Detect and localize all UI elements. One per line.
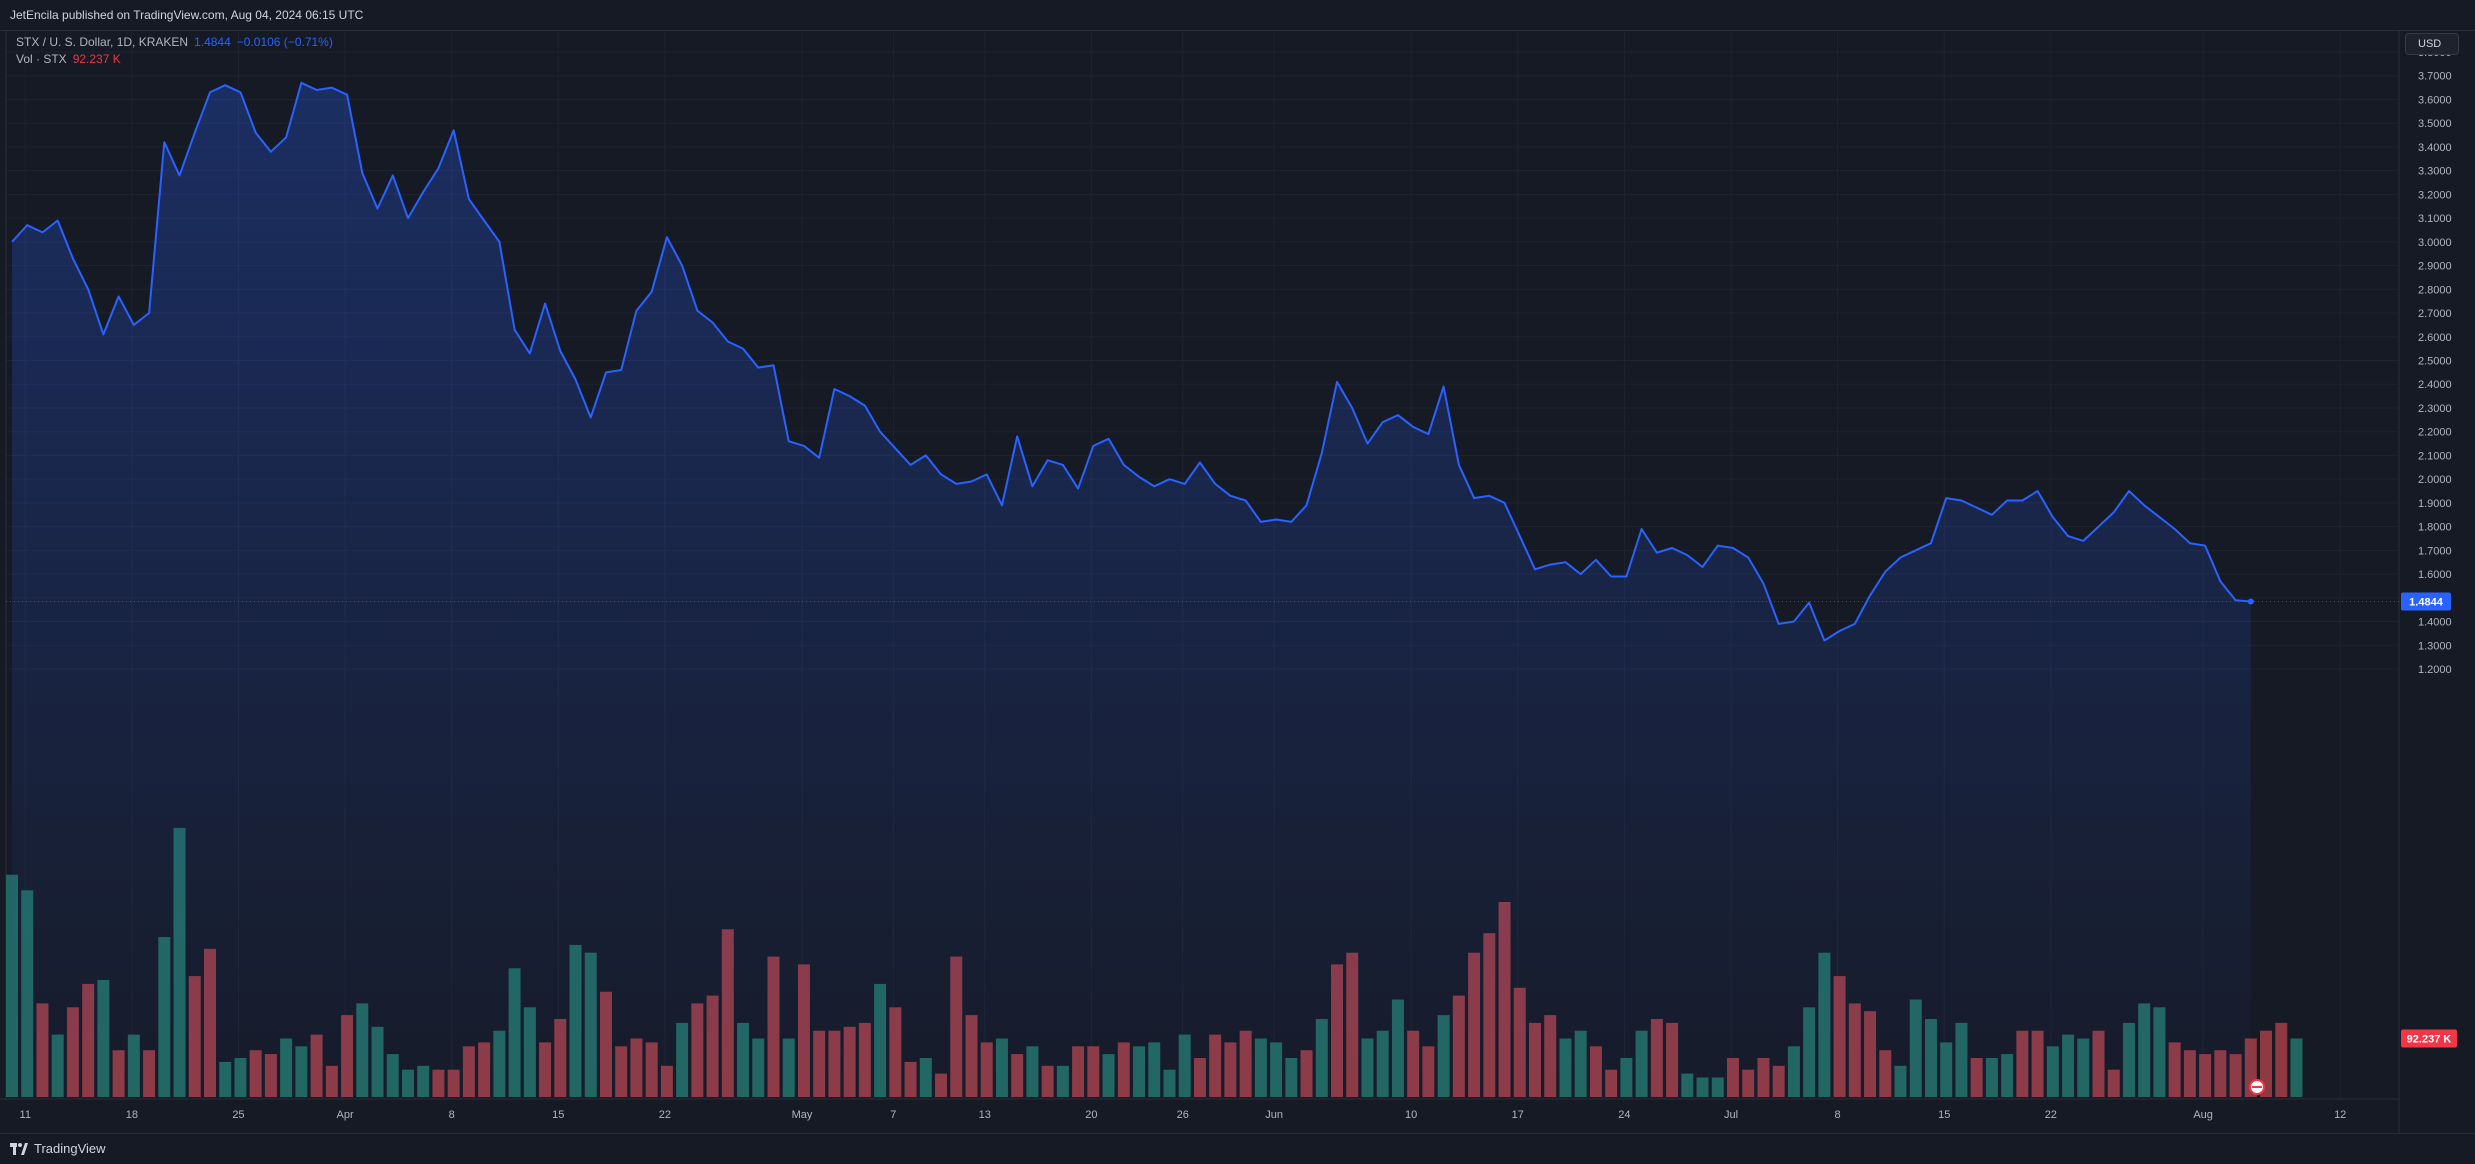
symbol-title: STX / U. S. Dollar, 1D, KRAKEN xyxy=(16,35,189,49)
x-tick-label: Apr xyxy=(336,1109,353,1121)
event-marker-icon xyxy=(2249,1079,2265,1095)
legend-change: −0.0106 (−0.71%) xyxy=(236,35,333,49)
x-tick-label: 13 xyxy=(979,1109,991,1121)
y-tick-label: 1.4000 xyxy=(2418,617,2452,629)
legend-price: 1.4844 xyxy=(194,35,231,49)
y-tick-label: 2.3000 xyxy=(2418,403,2452,415)
volume-bar xyxy=(2275,1022,2288,1097)
y-tick-label: 2.7000 xyxy=(2418,308,2452,320)
last-price-tag: 1.4844 xyxy=(2401,592,2451,611)
x-tick-label: May xyxy=(792,1109,813,1121)
last-volume-tag-bg xyxy=(2401,1029,2457,1048)
last-volume-tag: 92.237 K xyxy=(2401,1029,2457,1048)
last-price-tag-bg xyxy=(2401,592,2451,611)
y-tick-label: 1.2000 xyxy=(2418,664,2452,676)
y-tick-label: 3.0000 xyxy=(2418,237,2452,249)
symbol-legend-row: STX / U. S. Dollar, 1D, KRAKEN 1.4844 −0.0… xyxy=(16,34,333,51)
y-tick-label: 3.1000 xyxy=(2418,213,2452,225)
y-tick-label: 1.7000 xyxy=(2418,545,2452,557)
y-tick-label: 1.6000 xyxy=(2418,569,2452,581)
y-tick-label: 3.3000 xyxy=(2418,166,2452,178)
y-tick-label: 2.9000 xyxy=(2418,261,2452,273)
y-tick-label: 3.6000 xyxy=(2418,94,2452,106)
event-marker-bar xyxy=(2252,1086,2262,1088)
volume-bar xyxy=(2290,1038,2303,1097)
x-tick-label: 24 xyxy=(1618,1109,1630,1121)
x-tick-label: 10 xyxy=(1405,1109,1417,1121)
y-tick-label: 2.6000 xyxy=(2418,332,2452,344)
y-tick-label: 3.7000 xyxy=(2418,71,2452,83)
x-tick-label: 20 xyxy=(1085,1109,1097,1121)
x-tick-label: 7 xyxy=(890,1109,896,1121)
tradingview-icon xyxy=(10,1142,28,1155)
y-tick-label: 3.2000 xyxy=(2418,189,2452,201)
x-tick-label: 12 xyxy=(2334,1109,2346,1121)
x-tick-label: 18 xyxy=(126,1109,138,1121)
published-text: JetEncila published on TradingView.com, … xyxy=(10,8,364,22)
y-tick-label: 3.4000 xyxy=(2418,142,2452,154)
y-tick-label: 2.5000 xyxy=(2418,356,2452,368)
x-tick-label: 26 xyxy=(1177,1109,1189,1121)
footer-bar: TradingView xyxy=(0,1133,2475,1164)
last-price-tag-label: 1.4844 xyxy=(2409,597,2444,609)
y-tick-label: 2.0000 xyxy=(2418,474,2452,486)
y-tick-label: 3.5000 xyxy=(2418,118,2452,130)
x-tick-label: Jul xyxy=(1724,1109,1738,1121)
y-tick-label: 1.3000 xyxy=(2418,640,2452,652)
chart-legend: STX / U. S. Dollar, 1D, KRAKEN 1.4844 −0.0… xyxy=(16,34,333,68)
x-tick-label: 22 xyxy=(2045,1109,2057,1121)
price-chart[interactable]: 3.80003.70003.60003.50003.40003.30003.20… xyxy=(0,31,2475,1133)
legend-volume: 92.237 K xyxy=(72,52,121,66)
x-tick-label: Jun xyxy=(1265,1109,1283,1121)
x-tick-label: 8 xyxy=(1835,1109,1841,1121)
price-line xyxy=(11,81,2251,642)
published-header: JetEncila published on TradingView.com, … xyxy=(0,0,2475,31)
y-tick-label: 1.8000 xyxy=(2418,522,2452,534)
volume-bar xyxy=(2260,1030,2273,1097)
y-tick-label: 2.2000 xyxy=(2418,427,2452,439)
x-tick-label: 15 xyxy=(552,1109,564,1121)
y-tick-label: 2.4000 xyxy=(2418,379,2452,391)
chart-area[interactable]: 3.80003.70003.60003.50003.40003.30003.20… xyxy=(0,31,2475,1133)
y-tick-label: 2.1000 xyxy=(2418,450,2452,462)
price-area-fill xyxy=(12,82,2251,1099)
volume-legend-row: Vol · STX 92.237 K xyxy=(16,51,333,68)
tradingview-logo[interactable]: TradingView xyxy=(10,1141,106,1156)
currency-button[interactable]: USD xyxy=(2405,33,2459,55)
last-volume-tag-label: 92.237 K xyxy=(2407,1034,2452,1046)
x-tick-label: 15 xyxy=(1938,1109,1950,1121)
tradingview-brand: TradingView xyxy=(34,1141,106,1156)
x-tick-label: 8 xyxy=(449,1109,455,1121)
x-tick-label: 22 xyxy=(659,1109,671,1121)
volume-title: Vol · STX xyxy=(16,52,67,66)
y-tick-label: 1.9000 xyxy=(2418,498,2452,510)
x-tick-label: 17 xyxy=(1512,1109,1524,1121)
x-tick-label: 25 xyxy=(232,1109,244,1121)
y-tick-label: 2.8000 xyxy=(2418,284,2452,296)
x-tick-label: Aug xyxy=(2193,1109,2213,1121)
x-tick-label: 11 xyxy=(20,1109,31,1121)
last-price-point xyxy=(2247,598,2254,605)
